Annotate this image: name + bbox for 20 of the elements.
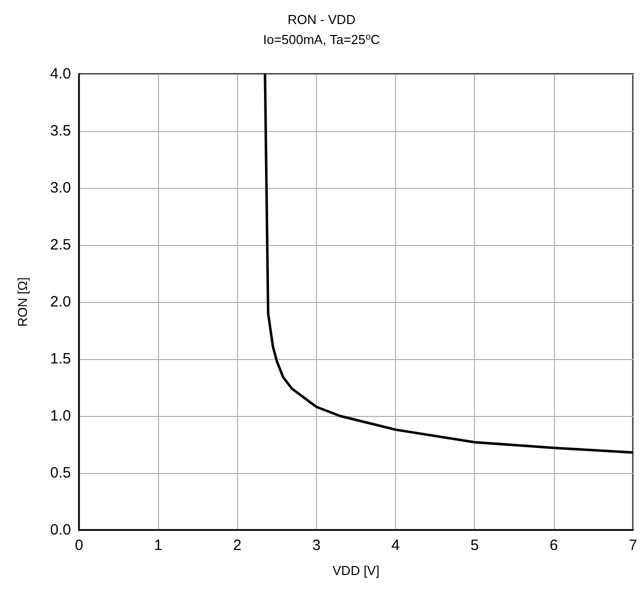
x-tick-label: 5 bbox=[470, 537, 479, 554]
y-tick-label: 3.0 bbox=[50, 180, 71, 196]
x-axis-title: VDD [V] bbox=[332, 563, 380, 578]
x-tick-label: 2 bbox=[233, 537, 242, 554]
y-tick-label: 3.5 bbox=[50, 122, 71, 140]
y-tick-label: 2.5 bbox=[50, 236, 71, 254]
x-tick-label: 7 bbox=[628, 537, 638, 554]
x-tick-label: 1 bbox=[154, 537, 162, 554]
y-tick-label: 4.0 bbox=[50, 66, 71, 82]
y-axis-title: RON [Ω] bbox=[15, 277, 30, 327]
x-tick-label: 4 bbox=[391, 537, 400, 554]
y-tick-label: 1.5 bbox=[50, 350, 71, 368]
y-tick-label: 2.0 bbox=[50, 294, 71, 310]
x-tick-label: 3 bbox=[312, 537, 321, 554]
y-tick-label: 1.0 bbox=[50, 408, 71, 424]
x-tick-label: 0 bbox=[74, 537, 84, 554]
chart-title: RON - VDD bbox=[288, 12, 356, 27]
x-tick-label: 6 bbox=[550, 537, 558, 554]
y-tick-label: 0.5 bbox=[50, 464, 71, 482]
y-tick-label: 0.0 bbox=[50, 522, 71, 538]
